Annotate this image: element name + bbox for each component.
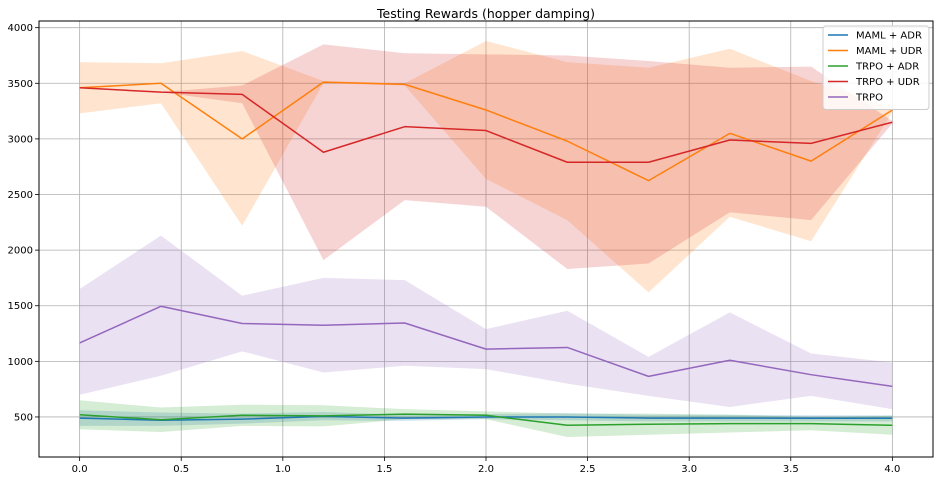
legend-label: MAML + UDR bbox=[856, 46, 922, 57]
y-tick-label: 500 bbox=[14, 412, 33, 423]
x-tick-label: 0.5 bbox=[173, 464, 189, 475]
x-tick-label: 1.5 bbox=[376, 464, 392, 475]
x-tick-label: 2.0 bbox=[478, 464, 494, 475]
x-tick-label: 3.5 bbox=[783, 464, 799, 475]
legend-label: MAML + ADR bbox=[856, 31, 922, 42]
confidence-band bbox=[79, 41, 893, 293]
legend-box bbox=[822, 25, 930, 110]
confidence-band bbox=[79, 235, 893, 410]
x-tick-label: 3.0 bbox=[681, 464, 697, 475]
y-tick-label: 2000 bbox=[8, 246, 33, 257]
confidence-band bbox=[79, 410, 893, 426]
chart-title: Testing Rewards (hopper damping) bbox=[376, 6, 595, 21]
series-line bbox=[79, 86, 893, 164]
y-tick-label: 1500 bbox=[8, 301, 33, 312]
x-axis: 0.0 0.5 1.0 1.5 2.0 2.5 3.0 3.5 4.0 bbox=[72, 457, 900, 475]
y-tick-label: 2500 bbox=[8, 190, 33, 201]
x-tick-label: 1.0 bbox=[275, 464, 291, 475]
x-tick-label: 2.5 bbox=[580, 464, 596, 475]
series-line bbox=[79, 81, 893, 182]
y-tick-label: 3500 bbox=[8, 79, 33, 90]
confidence-band bbox=[79, 44, 893, 270]
legend-label: TRPO bbox=[855, 93, 883, 104]
y-tick-label: 1000 bbox=[8, 357, 33, 368]
y-tick-label: 4000 bbox=[8, 23, 33, 34]
grid-lines bbox=[39, 21, 933, 457]
y-tick-label: 3000 bbox=[8, 134, 33, 145]
x-tick-label: 0.0 bbox=[72, 464, 88, 475]
series-line bbox=[79, 305, 893, 388]
legend-label: TRPO + ADR bbox=[855, 62, 919, 73]
y-axis: 500 1000 1500 2000 2500 3000 3500 4000 bbox=[8, 23, 39, 423]
x-tick-label: 4.0 bbox=[884, 464, 900, 475]
confidence-bands bbox=[79, 41, 893, 437]
series-line bbox=[79, 413, 893, 427]
series-lines bbox=[79, 81, 893, 427]
legend: MAML + ADR MAML + UDR TRPO + ADR TRPO + UDR… bbox=[822, 25, 930, 110]
legend-label: TRPO + UDR bbox=[855, 77, 920, 88]
confidence-band bbox=[79, 400, 893, 437]
series-line bbox=[79, 415, 893, 422]
